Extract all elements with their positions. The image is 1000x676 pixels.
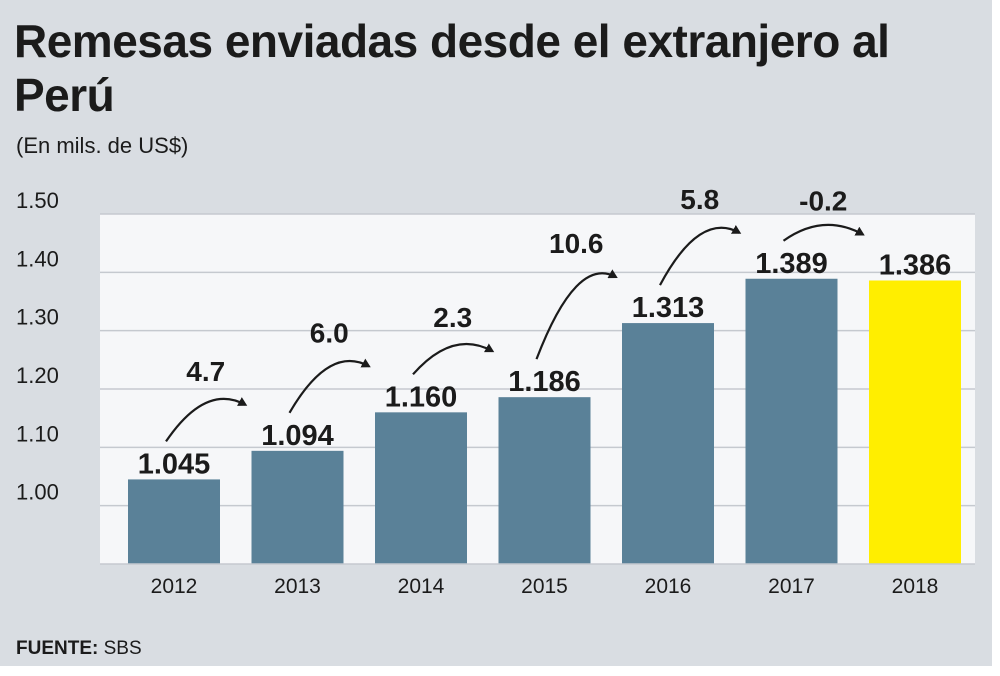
bar — [745, 278, 838, 564]
bar — [375, 412, 467, 564]
bar-value-label: 1.160 — [385, 381, 458, 413]
y-tick-label: 1.40 — [16, 246, 59, 271]
bar — [622, 323, 714, 564]
source-label: FUENTE: — [16, 638, 99, 659]
y-tick-label: 1.30 — [16, 305, 59, 330]
y-tick-label: 1.10 — [16, 421, 59, 446]
growth-arrow — [412, 342, 495, 376]
bar — [128, 479, 220, 564]
chart-title: Remesas enviadas desde el extranjero al … — [14, 15, 890, 121]
growth-label: 5.8 — [680, 184, 719, 215]
y-tick-label: 1.20 — [16, 363, 59, 388]
source-note: FUENTE: SBS — [16, 638, 142, 660]
bar-value-label: 1.094 — [261, 420, 334, 452]
bar-value-label: 1.045 — [138, 448, 211, 480]
x-tick-label: 2013 — [274, 575, 321, 598]
x-tick-label: 2017 — [768, 575, 815, 598]
x-tick-label: 2012 — [151, 575, 198, 598]
x-tick-label: 2014 — [398, 575, 445, 598]
bar — [498, 397, 591, 564]
growth-arrow — [165, 397, 248, 443]
growth-arrow — [782, 223, 865, 242]
y-tick-label: 1.50 — [16, 188, 59, 213]
growth-label: 10.6 — [549, 228, 604, 259]
chart-subtitle: (En mils. de US$) — [16, 133, 189, 158]
bar — [869, 280, 961, 564]
x-tick-label: 2015 — [521, 575, 568, 598]
bar-value-label: 1.386 — [879, 250, 952, 282]
growth-label: 2.3 — [433, 302, 472, 333]
x-tick-label: 2018 — [892, 575, 939, 598]
growth-arrow — [288, 358, 371, 414]
y-tick-label: 1.00 — [16, 480, 59, 505]
bar-value-label: 1.313 — [632, 292, 705, 324]
x-tick-label: 2016 — [645, 575, 692, 598]
growth-label: 6.0 — [310, 317, 349, 348]
growth-label: -0.2 — [799, 186, 847, 217]
growth-arrow — [659, 224, 742, 286]
source-value: SBS — [103, 638, 142, 659]
growth-arrow — [535, 269, 618, 360]
bar-value-label: 1.389 — [755, 248, 828, 280]
bar — [251, 450, 344, 564]
growth-label: 4.7 — [186, 356, 225, 387]
bar-value-label: 1.186 — [508, 366, 581, 398]
